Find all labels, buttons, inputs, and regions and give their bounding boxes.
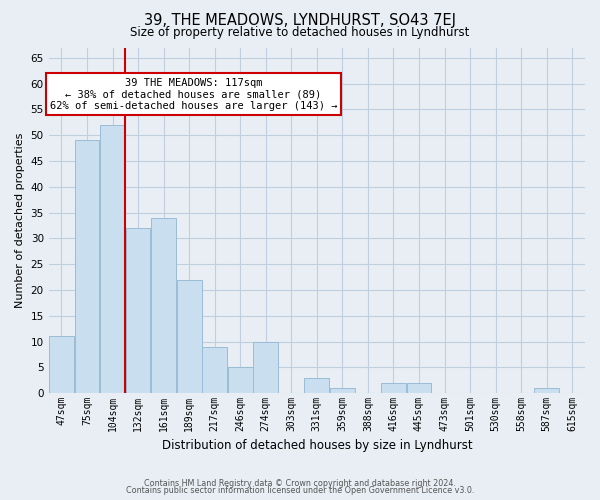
- Bar: [381, 383, 406, 393]
- Bar: [253, 342, 278, 393]
- Bar: [49, 336, 74, 393]
- X-axis label: Distribution of detached houses by size in Lyndhurst: Distribution of detached houses by size …: [161, 440, 472, 452]
- Bar: [74, 140, 100, 393]
- Bar: [125, 228, 151, 393]
- Text: 39 THE MEADOWS: 117sqm
← 38% of detached houses are smaller (89)
62% of semi-det: 39 THE MEADOWS: 117sqm ← 38% of detached…: [50, 78, 337, 111]
- Bar: [228, 368, 253, 393]
- Text: 39, THE MEADOWS, LYNDHURST, SO43 7EJ: 39, THE MEADOWS, LYNDHURST, SO43 7EJ: [144, 12, 456, 28]
- Text: Contains HM Land Registry data © Crown copyright and database right 2024.: Contains HM Land Registry data © Crown c…: [144, 478, 456, 488]
- Bar: [330, 388, 355, 393]
- Bar: [100, 125, 125, 393]
- Bar: [535, 388, 559, 393]
- Text: Size of property relative to detached houses in Lyndhurst: Size of property relative to detached ho…: [130, 26, 470, 39]
- Text: Contains public sector information licensed under the Open Government Licence v3: Contains public sector information licen…: [126, 486, 474, 495]
- Y-axis label: Number of detached properties: Number of detached properties: [15, 132, 25, 308]
- Bar: [407, 383, 431, 393]
- Bar: [151, 218, 176, 393]
- Bar: [202, 346, 227, 393]
- Bar: [177, 280, 202, 393]
- Bar: [304, 378, 329, 393]
